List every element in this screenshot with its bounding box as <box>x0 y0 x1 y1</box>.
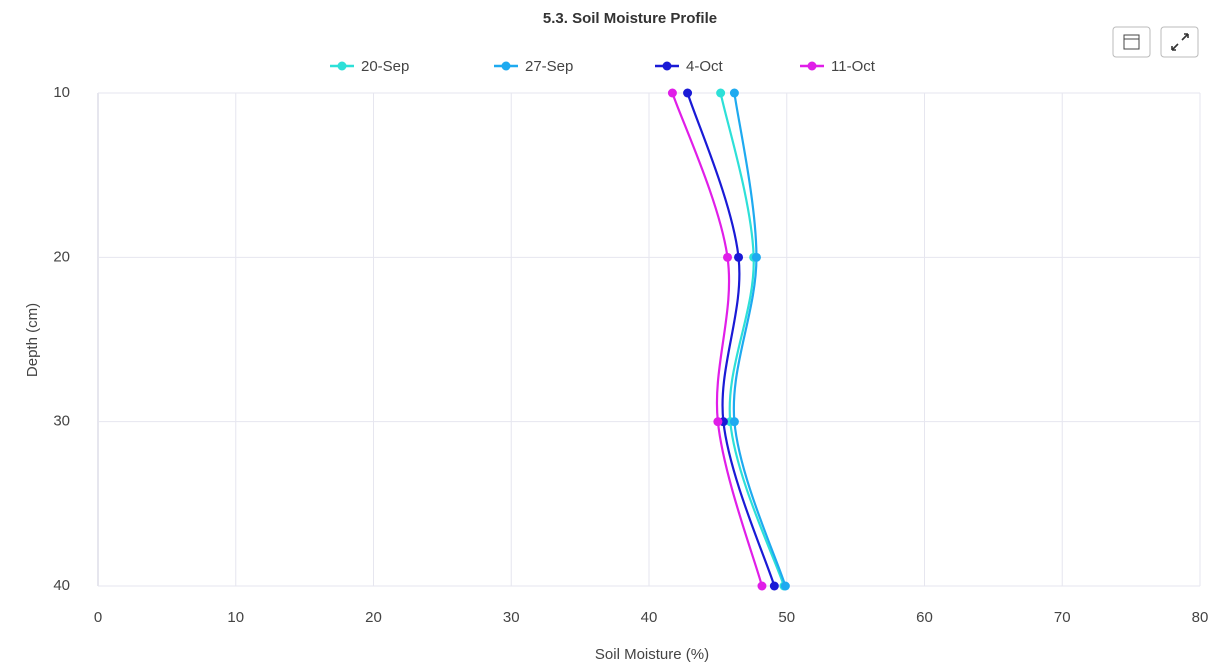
expand-icon <box>1171 33 1189 51</box>
x-tick-label: 80 <box>1192 609 1209 626</box>
legend-marker <box>337 61 347 71</box>
data-point <box>729 88 739 98</box>
data-point <box>751 252 761 262</box>
x-tick-label: 0 <box>94 609 102 626</box>
data-point <box>757 581 767 591</box>
x-axis-title: Soil Moisture (%) <box>595 646 709 663</box>
toolbar <box>1112 26 1199 58</box>
data-point <box>780 581 790 591</box>
chart-title: 5.3. Soil Moisture Profile <box>543 10 717 27</box>
legend-marker <box>807 61 817 71</box>
calendar-icon <box>1123 34 1140 50</box>
expand-button[interactable] <box>1160 26 1199 58</box>
data-point <box>683 88 693 98</box>
y-tick-label: 10 <box>53 84 70 101</box>
y-axis-title: Depth (cm) <box>24 303 41 377</box>
data-point <box>723 252 733 262</box>
legend-label: 20-Sep <box>361 58 409 75</box>
legend-label: 4-Oct <box>686 58 724 75</box>
x-tick-label: 30 <box>503 609 520 626</box>
x-tick-label: 40 <box>641 609 658 626</box>
x-tick-label: 70 <box>1054 609 1071 626</box>
series-line <box>671 92 764 587</box>
y-tick-label: 20 <box>53 248 70 265</box>
data-point <box>734 252 744 262</box>
legend-marker <box>662 61 672 71</box>
y-tick-label: 30 <box>53 413 70 430</box>
x-tick-label: 20 <box>365 609 382 626</box>
series-line <box>732 92 787 587</box>
data-point <box>667 88 677 98</box>
data-point <box>716 88 726 98</box>
data-point <box>769 581 779 591</box>
y-tick-label: 40 <box>53 577 70 594</box>
calendar-button[interactable] <box>1112 26 1151 58</box>
legend-label: 11-Oct <box>831 58 876 75</box>
x-tick-label: 60 <box>916 609 933 626</box>
x-tick-label: 50 <box>778 609 795 626</box>
legend-label: 27-Sep <box>525 58 573 75</box>
series-line <box>686 92 776 587</box>
legend-marker <box>501 61 511 71</box>
data-point <box>729 417 739 427</box>
data-point <box>713 417 723 427</box>
x-tick-label: 10 <box>227 609 244 626</box>
series-line <box>719 92 786 587</box>
